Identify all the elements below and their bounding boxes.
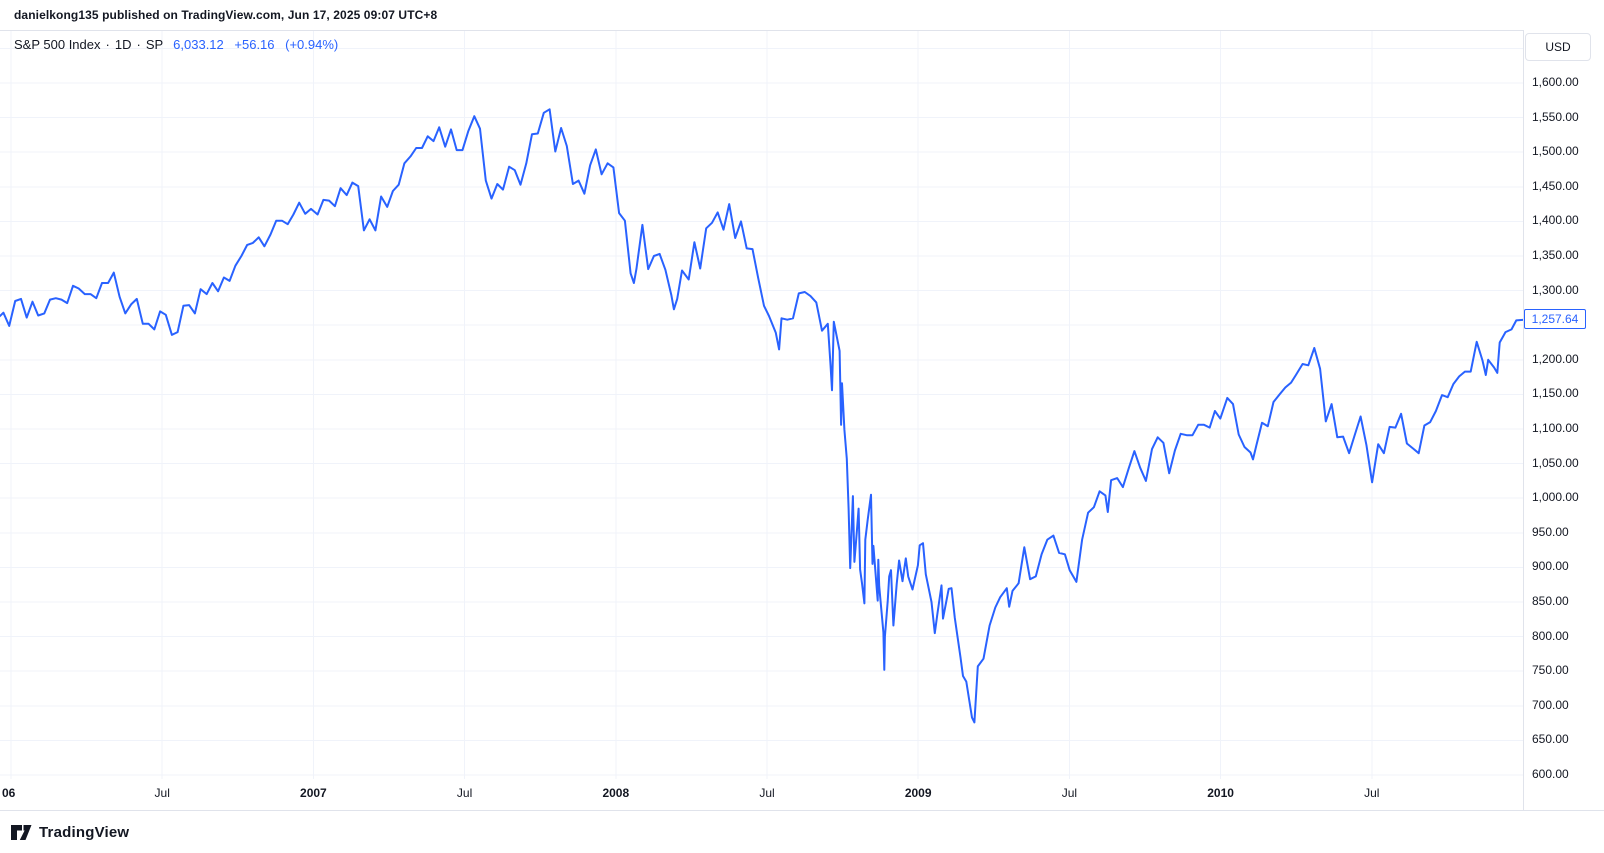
price-chart-plot[interactable] <box>0 31 1523 779</box>
price-axis-label: 1,400.00 <box>1532 213 1579 228</box>
price-axis-label: 600.00 <box>1532 767 1569 781</box>
chart-pane[interactable] <box>0 30 1523 780</box>
price-axis[interactable]: USD 1,600.00 1,550.00 1,500.00 1,450.00 1,40… <box>1524 0 1604 810</box>
price-axis-label: 650.00 <box>1532 732 1569 747</box>
price-axis-label: 700.00 <box>1532 697 1569 712</box>
time-axis-label: Jul <box>1061 786 1078 800</box>
time-axis-label: 06 <box>2 786 16 800</box>
time-axis-label: 2007 <box>300 786 327 800</box>
price-axis-label: 850.00 <box>1532 594 1569 608</box>
symbol-name[interactable]: S&P 500 Index <box>14 37 101 52</box>
price-axis-label: 1,200.00 <box>1532 351 1579 366</box>
interval-label[interactable]: 1D <box>114 37 132 52</box>
last-price-label: 1,257.64 <box>1524 308 1586 329</box>
price-axis-label: 1,450.00 <box>1532 178 1579 193</box>
tradingview-brand-text[interactable]: TradingView <box>39 823 130 841</box>
legend-separator: · <box>105 37 110 52</box>
time-axis-label: 2008 <box>602 786 630 800</box>
currency-button[interactable]: USD <box>1525 33 1591 61</box>
price-axis-label: 1,000.00 <box>1532 490 1579 505</box>
price-axis-label: 1,550.00 <box>1532 109 1579 124</box>
time-axis-label: Jul <box>1364 786 1380 800</box>
time-axis-label: Jul <box>456 786 473 800</box>
price-axis-label: 900.00 <box>1532 559 1569 574</box>
time-axis-label: 2010 <box>1207 786 1234 800</box>
grid-lines <box>0 31 1523 779</box>
price-axis-label: 1,350.00 <box>1532 248 1579 262</box>
price-axis-label: 950.00 <box>1532 524 1569 539</box>
time-axis-label: Jul <box>154 786 170 800</box>
price-line-series[interactable] <box>0 108 1523 724</box>
ticker-label: SP <box>145 37 164 52</box>
footer-bar: TradingView <box>0 810 1604 853</box>
legend-separator: · <box>136 37 141 52</box>
price-axis-label: 1,150.00 <box>1532 386 1579 401</box>
price-axis-label: 800.00 <box>1532 628 1569 643</box>
quote-change-pct: (+0.94%) <box>285 37 339 52</box>
publish-header-text: danielkong135 published on TradingView.c… <box>14 8 438 22</box>
price-axis-label: 1,500.00 <box>1532 144 1579 159</box>
last-quote-price: 6,033.12 <box>173 37 224 52</box>
price-axis-label: 1,050.00 <box>1532 455 1579 470</box>
symbol-legend[interactable]: S&P 500 Index · 1D · SP 6,033.12 +56.16 … <box>14 37 345 52</box>
time-axis-label: 2009 <box>904 786 932 800</box>
price-axis-label: 1,300.00 <box>1532 282 1579 297</box>
quote-values: 6,033.12 +56.16 (+0.94%) <box>173 37 345 52</box>
price-axis-label: 750.00 <box>1532 663 1569 678</box>
price-scale-separator <box>1523 30 1524 810</box>
price-axis-label: 1,600.00 <box>1532 75 1579 89</box>
time-axis-label: Jul <box>759 786 775 800</box>
tradingview-logo-icon[interactable] <box>10 823 32 842</box>
time-axis[interactable]: 06 Jul 2007 Jul 2008 Jul 2009 Jul 2010 Jul <box>0 779 1523 809</box>
price-axis-label: 1,100.00 <box>1532 421 1579 435</box>
quote-change: +56.16 <box>234 37 275 52</box>
publish-header: danielkong135 published on TradingView.c… <box>0 0 1604 30</box>
